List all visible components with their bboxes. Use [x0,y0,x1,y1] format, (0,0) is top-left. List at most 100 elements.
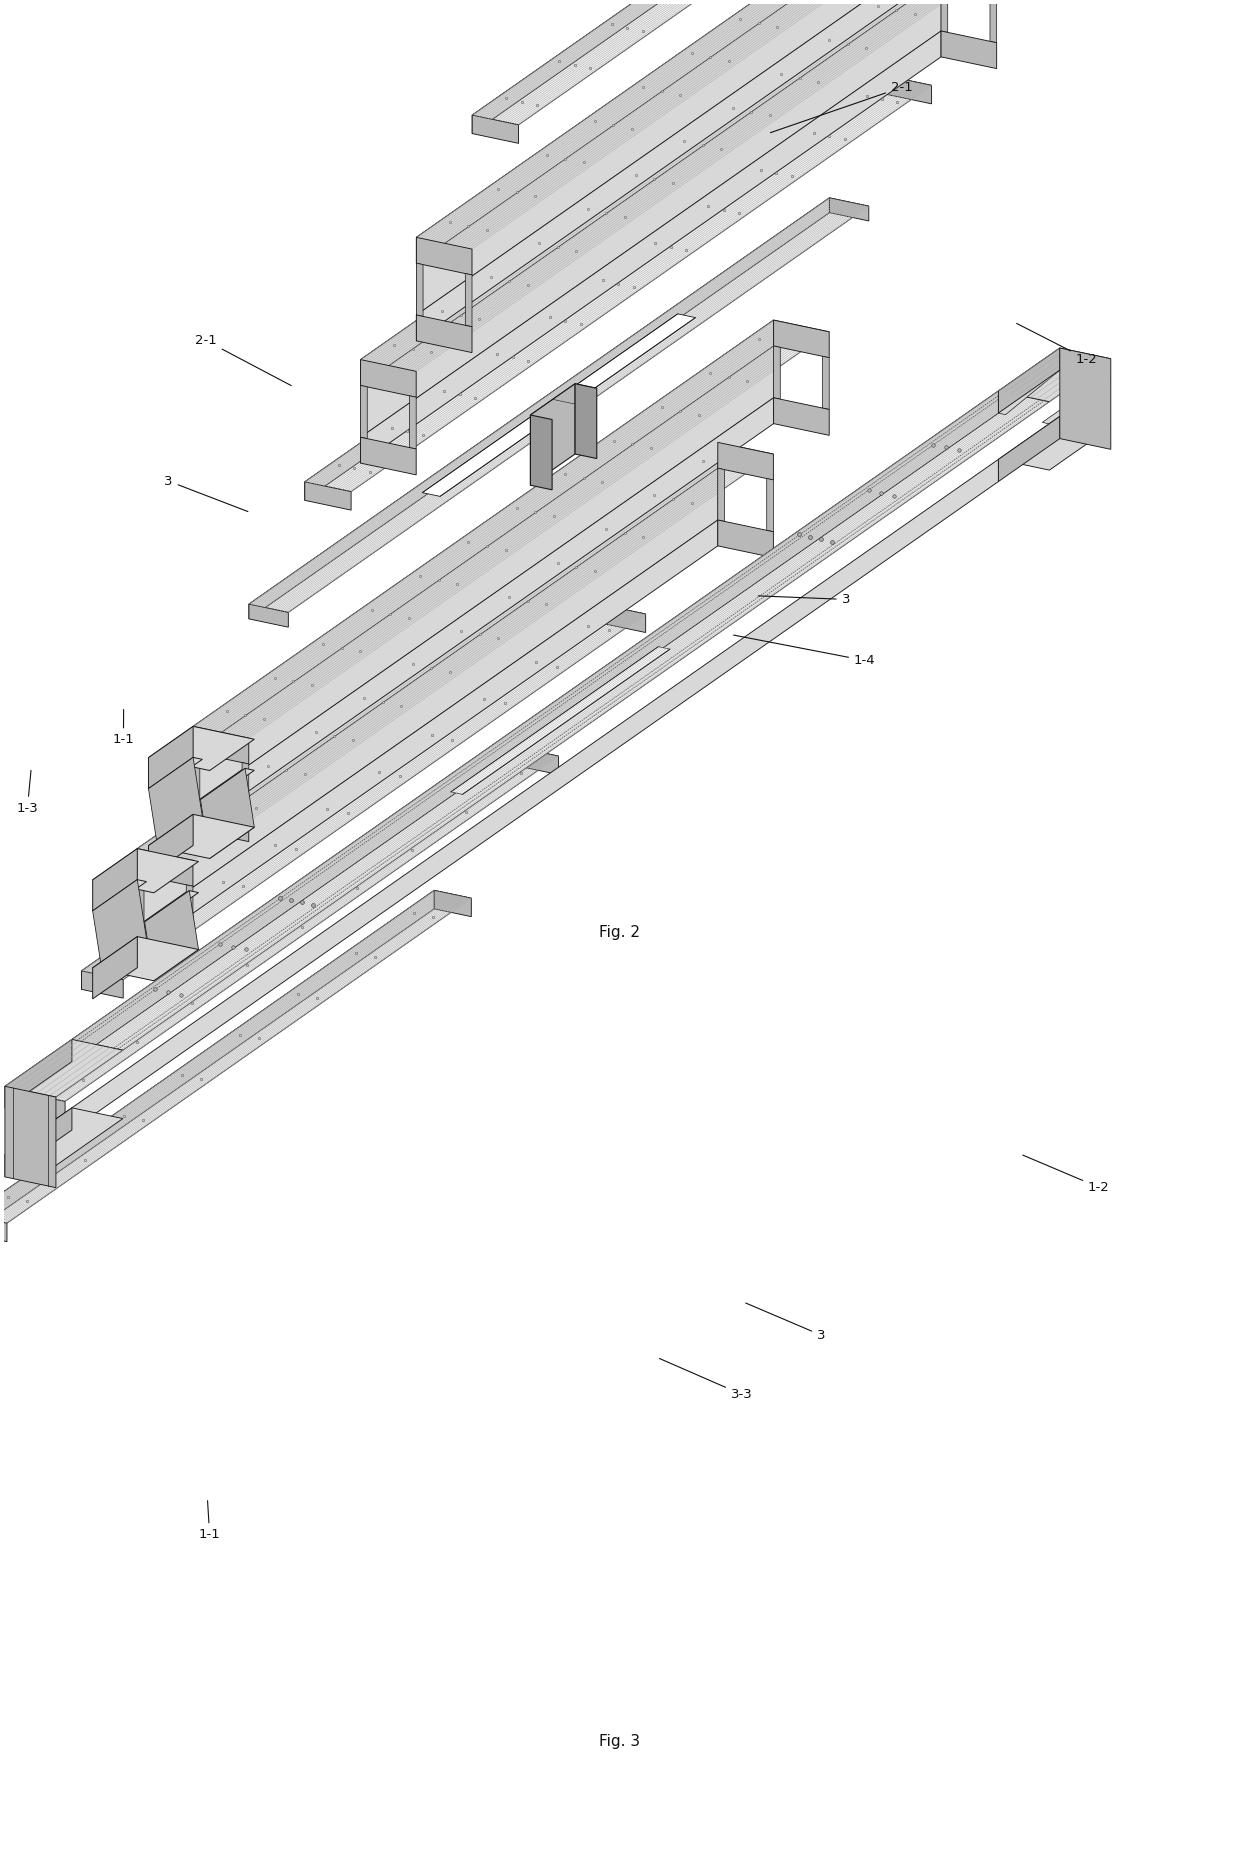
Text: 3: 3 [745,1304,826,1343]
Polygon shape [434,890,471,917]
Polygon shape [149,815,193,877]
Polygon shape [822,357,830,409]
Polygon shape [186,884,193,938]
Polygon shape [82,971,123,999]
Polygon shape [575,384,596,459]
Polygon shape [417,316,472,353]
Polygon shape [193,804,249,841]
Polygon shape [286,537,833,904]
Polygon shape [520,748,558,774]
Text: 1-1: 1-1 [198,1500,221,1541]
Polygon shape [998,416,1111,470]
Polygon shape [193,726,249,763]
Polygon shape [93,880,146,969]
Polygon shape [718,442,774,479]
Polygon shape [305,76,885,500]
Polygon shape [249,199,830,618]
Polygon shape [472,115,518,143]
Polygon shape [72,392,1049,1051]
Polygon shape [5,1109,72,1177]
Polygon shape [138,875,144,928]
Polygon shape [201,769,254,858]
Polygon shape [361,0,941,386]
Polygon shape [193,345,774,804]
Polygon shape [0,1214,7,1242]
Text: Fig. 3: Fig. 3 [599,1734,641,1749]
Polygon shape [82,605,604,990]
Polygon shape [830,199,869,221]
Polygon shape [149,758,202,847]
Polygon shape [1060,347,1111,449]
Polygon shape [766,479,774,531]
Polygon shape [149,726,193,789]
Polygon shape [305,481,351,511]
Text: Fig. 2: Fig. 2 [599,925,641,940]
Polygon shape [472,0,1099,124]
Polygon shape [361,32,941,462]
Polygon shape [1043,379,1111,423]
Polygon shape [193,397,774,830]
Polygon shape [0,890,471,1224]
Polygon shape [531,384,596,420]
Polygon shape [998,416,1060,481]
Polygon shape [604,605,646,633]
Polygon shape [361,386,367,438]
Polygon shape [138,442,774,860]
Polygon shape [138,849,193,886]
Polygon shape [193,319,774,752]
Polygon shape [72,392,998,1062]
Polygon shape [93,936,138,999]
Polygon shape [718,468,724,522]
Polygon shape [249,604,289,628]
Polygon shape [417,0,997,264]
Text: 3-3: 3-3 [660,1359,753,1400]
Polygon shape [93,849,138,912]
Polygon shape [193,319,830,737]
Polygon shape [885,76,931,104]
Polygon shape [998,347,1060,412]
Polygon shape [361,0,941,436]
Text: 1-2: 1-2 [1023,1155,1110,1194]
Polygon shape [5,1109,123,1166]
Polygon shape [718,520,774,557]
Polygon shape [138,520,718,953]
Polygon shape [409,396,417,449]
Polygon shape [531,414,552,490]
Polygon shape [138,468,718,927]
Polygon shape [5,1040,72,1109]
Polygon shape [361,436,417,475]
Polygon shape [305,76,931,492]
Polygon shape [93,936,198,980]
Polygon shape [82,605,646,980]
Polygon shape [5,1086,56,1188]
Polygon shape [998,370,1060,414]
Polygon shape [990,0,997,43]
Polygon shape [998,347,1111,401]
Polygon shape [450,646,670,795]
Polygon shape [0,890,434,1233]
Polygon shape [149,758,202,791]
Polygon shape [193,752,200,806]
Polygon shape [26,1094,64,1120]
Polygon shape [145,891,198,923]
Polygon shape [145,891,198,980]
Polygon shape [93,880,146,914]
Polygon shape [774,345,780,399]
Polygon shape [242,763,249,815]
Polygon shape [941,0,947,32]
Polygon shape [26,748,558,1101]
Polygon shape [774,397,830,435]
Text: 1-3: 1-3 [16,771,38,815]
Polygon shape [417,238,472,275]
Text: 2-1: 2-1 [195,334,291,386]
Polygon shape [249,199,869,613]
Polygon shape [93,849,198,893]
Polygon shape [472,0,1053,134]
Polygon shape [201,769,254,802]
Polygon shape [531,384,575,485]
Polygon shape [417,264,423,316]
Polygon shape [149,815,254,858]
Polygon shape [423,314,696,496]
Polygon shape [941,32,997,69]
Polygon shape [465,273,472,327]
